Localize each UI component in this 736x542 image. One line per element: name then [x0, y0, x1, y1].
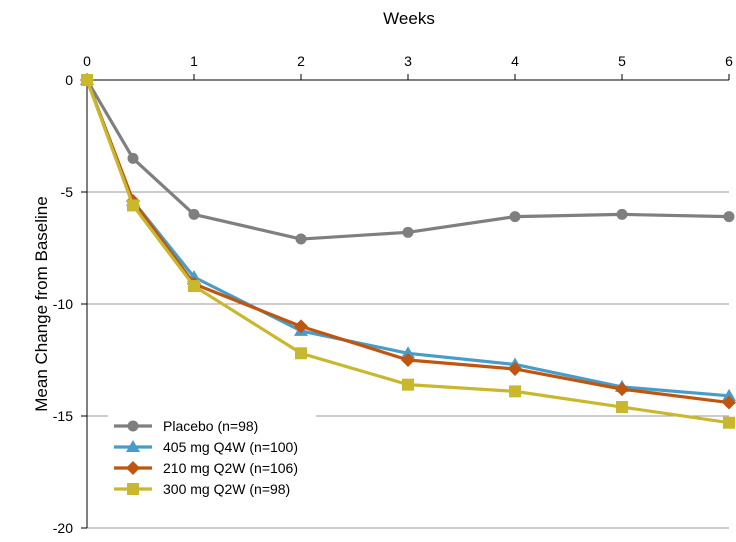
x-tick-label: 5: [618, 53, 626, 69]
data-point: [81, 74, 93, 86]
y-axis-title: Mean Change from Baseline: [32, 196, 51, 411]
x-tick-label: 3: [404, 53, 412, 69]
legend-swatch-marker: [126, 461, 140, 475]
data-point: [616, 401, 628, 414]
legend-item: 300 mg Q2W (n=98): [114, 481, 290, 497]
legend-label: 405 mg Q4W (n=100): [163, 439, 298, 455]
series-line: [85, 79, 730, 425]
x-tick-label: 1: [190, 53, 198, 69]
axes: 0 -5 -10 -15 -20 0 1 2 3 4 5 6: [53, 53, 733, 536]
y-tick-label: 0: [65, 72, 73, 88]
data-point: [127, 152, 139, 164]
x-tick-label: 0: [83, 53, 91, 69]
data-point: [616, 208, 628, 220]
series-placebo-n-98: [81, 74, 735, 245]
data-point: [723, 211, 735, 223]
data-point: [509, 211, 521, 223]
x-tick-label: 4: [511, 53, 519, 69]
y-tick-label: -5: [61, 184, 74, 200]
series-line: [85, 79, 730, 241]
data-point: [723, 416, 735, 429]
data-point: [401, 346, 415, 359]
data-point: [722, 388, 736, 401]
legend-item: 210 mg Q2W (n=106): [114, 460, 298, 476]
data-point: [295, 233, 307, 245]
legend: Placebo (n=98) 405 mg Q4W (n=100) 210 mg Q…: [108, 410, 316, 506]
data-point: [402, 378, 414, 391]
legend-label: 300 mg Q2W (n=98): [163, 481, 290, 497]
y-tick-label: -10: [53, 296, 73, 312]
series-line: [85, 79, 730, 405]
series-group: [80, 73, 736, 429]
y-tick-label: -15: [53, 408, 73, 424]
legend-swatch-marker: [126, 440, 140, 452]
data-point: [295, 347, 307, 360]
legend-swatch-marker: [127, 483, 139, 495]
data-point: [127, 199, 140, 212]
x-tick-label: 6: [725, 53, 733, 69]
legend-item: Placebo (n=98): [114, 418, 258, 434]
series-300-mg-q2w-n-98: [81, 74, 735, 429]
data-point: [401, 353, 415, 367]
data-point: [294, 319, 308, 334]
x-axis-title: Weeks: [383, 9, 435, 28]
data-point: [188, 280, 200, 293]
y-tick-label: -20: [53, 520, 73, 536]
legend-label: 210 mg Q2W (n=106): [163, 460, 298, 476]
data-point: [402, 226, 414, 238]
data-point: [509, 385, 521, 398]
data-point: [188, 208, 200, 220]
x-tick-label: 2: [297, 53, 305, 69]
series-210-mg-q2w-n-106: [80, 73, 736, 410]
data-point: [722, 395, 736, 410]
legend-label: Placebo (n=98): [163, 418, 258, 434]
legend-item: 405 mg Q4W (n=100): [114, 439, 298, 455]
data-point: [615, 382, 629, 397]
legend-swatch-marker: [127, 420, 139, 432]
data-point: [508, 361, 522, 376]
